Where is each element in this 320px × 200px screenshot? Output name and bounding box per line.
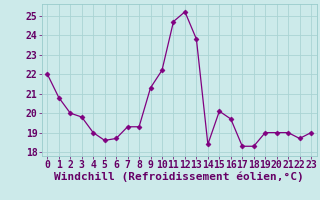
X-axis label: Windchill (Refroidissement éolien,°C): Windchill (Refroidissement éolien,°C) — [54, 172, 304, 182]
